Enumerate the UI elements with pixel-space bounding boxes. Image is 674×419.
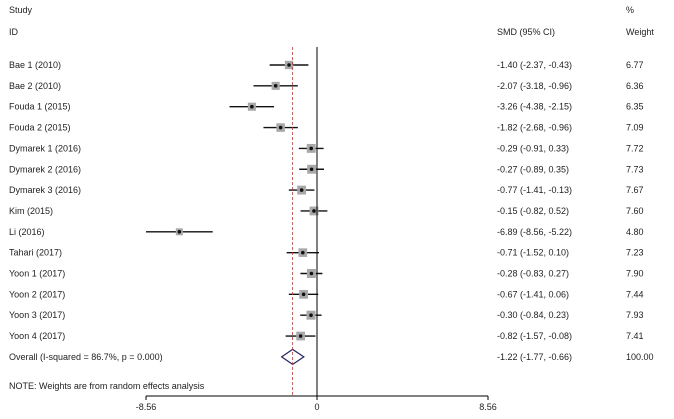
study-label: Yoon 2 (2017) bbox=[9, 289, 65, 299]
study-ci-text: -0.28 (-0.83, 0.27) bbox=[497, 269, 569, 279]
overall-diamond bbox=[280, 348, 305, 366]
study-weight: 7.72 bbox=[626, 143, 644, 153]
study-point bbox=[298, 334, 303, 338]
x-tick-label: 8.56 bbox=[479, 402, 497, 412]
study-label: Dymarek 3 (2016) bbox=[9, 185, 81, 195]
study-point bbox=[273, 84, 278, 88]
study-weight: 6.36 bbox=[626, 81, 644, 91]
study-label: Yoon 1 (2017) bbox=[9, 269, 65, 279]
x-tick-label: -8.56 bbox=[136, 402, 157, 412]
overall-label: Overall (I-squared = 86.7%, p = 0.000) bbox=[9, 352, 163, 362]
study-point bbox=[312, 209, 316, 213]
study-rows: Bae 1 (2010) -1.40 (-2.37, -0.43) 6.77Bae … bbox=[9, 60, 644, 341]
header-percent: % bbox=[626, 5, 634, 15]
study-point bbox=[287, 63, 291, 67]
study-label: Dymarek 2 (2016) bbox=[9, 164, 81, 174]
study-point bbox=[309, 167, 314, 172]
study-point bbox=[250, 104, 254, 109]
study-weight: 6.35 bbox=[626, 102, 644, 112]
study-point bbox=[309, 313, 313, 318]
study-weight: 6.77 bbox=[626, 60, 644, 70]
study-row: Bae 2 (2010) -2.07 (-3.18, -0.96) 6.36 bbox=[9, 81, 644, 91]
study-row: Dymarek 1 (2016) -0.29 (-0.91, 0.33) 7.72 bbox=[9, 143, 644, 153]
overall-weight: 100.00 bbox=[626, 352, 654, 362]
study-ci-text: -0.27 (-0.89, 0.35) bbox=[497, 164, 569, 174]
study-row: Yoon 1 (2017) -0.28 (-0.83, 0.27) 7.90 bbox=[9, 269, 644, 279]
x-axis: -8.56 0 8.56 bbox=[136, 395, 497, 412]
study-row: Yoon 3 (2017) -0.30 (-0.84, 0.23) 7.93 bbox=[9, 310, 644, 320]
study-row: Fouda 2 (2015) -1.82 (-2.68, -0.96) 7.09 bbox=[9, 123, 644, 133]
study-weight: 7.41 bbox=[626, 331, 644, 341]
study-row: Bae 1 (2010) -1.40 (-2.37, -0.43) 6.77 bbox=[9, 60, 644, 70]
headers: Study ID SMD (95% CI) % Weight bbox=[9, 5, 654, 37]
study-label: Fouda 1 (2015) bbox=[9, 102, 71, 112]
study-row: Fouda 1 (2015) -3.26 (-4.38, -2.15) 6.35 bbox=[9, 102, 644, 112]
study-row: Yoon 4 (2017) -0.82 (-1.57, -0.08) 7.41 bbox=[9, 331, 644, 341]
study-weight: 7.73 bbox=[626, 164, 644, 174]
study-row: Yoon 2 (2017) -0.67 (-1.41, 0.06) 7.44 bbox=[9, 289, 644, 299]
study-ci-text: -0.82 (-1.57, -0.08) bbox=[497, 331, 572, 341]
study-row: Dymarek 2 (2016) -0.27 (-0.89, 0.35) 7.73 bbox=[9, 164, 644, 174]
study-row: Tahari (2017) -0.71 (-1.52, 0.10) 7.23 bbox=[9, 248, 644, 258]
study-ci-text: -3.26 (-4.38, -2.15) bbox=[497, 102, 572, 112]
study-ci-text: -2.07 (-3.18, -0.96) bbox=[497, 81, 572, 91]
study-point bbox=[177, 230, 182, 234]
study-ci-text: -0.29 (-0.91, 0.33) bbox=[497, 143, 569, 153]
header-id: ID bbox=[9, 27, 19, 37]
study-label: Bae 2 (2010) bbox=[9, 81, 61, 91]
study-label: Fouda 2 (2015) bbox=[9, 123, 71, 133]
study-label: Yoon 4 (2017) bbox=[9, 331, 65, 341]
study-weight: 4.80 bbox=[626, 227, 644, 237]
header-effect: SMD (95% CI) bbox=[497, 27, 555, 37]
study-label: Tahari (2017) bbox=[9, 248, 62, 258]
study-weight: 7.23 bbox=[626, 248, 644, 258]
overall-ci-text: -1.22 (-1.77, -0.66) bbox=[497, 352, 572, 362]
x-tick-label: 0 bbox=[314, 402, 319, 412]
study-ci-text: -0.67 (-1.41, 0.06) bbox=[497, 289, 569, 299]
study-label: Kim (2015) bbox=[9, 206, 53, 216]
study-weight: 7.90 bbox=[626, 269, 644, 279]
study-ci-text: -6.89 (-8.56, -5.22) bbox=[497, 227, 572, 237]
study-weight: 7.67 bbox=[626, 185, 644, 195]
study-weight: 7.60 bbox=[626, 206, 644, 216]
study-point bbox=[309, 271, 314, 276]
study-label: Dymarek 1 (2016) bbox=[9, 143, 81, 153]
study-weight: 7.09 bbox=[626, 123, 644, 133]
study-point bbox=[301, 292, 306, 297]
study-ci-text: -1.82 (-2.68, -0.96) bbox=[497, 123, 572, 133]
study-point bbox=[309, 146, 314, 151]
study-label: Li (2016) bbox=[9, 227, 45, 237]
study-point bbox=[278, 125, 283, 130]
study-row: Li (2016) -6.89 (-8.56, -5.22) 4.80 bbox=[9, 227, 644, 237]
study-weight: 7.44 bbox=[626, 289, 644, 299]
study-point bbox=[299, 188, 304, 192]
study-label: Yoon 3 (2017) bbox=[9, 310, 65, 320]
study-row: Dymarek 3 (2016) -0.77 (-1.41, -0.13) 7.67 bbox=[9, 185, 644, 195]
study-weight: 7.93 bbox=[626, 310, 644, 320]
header-weight: Weight bbox=[626, 27, 654, 37]
study-ci-text: -0.15 (-0.82, 0.52) bbox=[497, 206, 569, 216]
study-ci-text: -1.40 (-2.37, -0.43) bbox=[497, 60, 572, 70]
study-point bbox=[301, 250, 305, 255]
note-text: NOTE: Weights are from random effects an… bbox=[9, 381, 205, 391]
study-row: Kim (2015) -0.15 (-0.82, 0.52) 7.60 bbox=[9, 206, 644, 216]
study-ci-text: -0.30 (-0.84, 0.23) bbox=[497, 310, 569, 320]
study-ci-text: -0.77 (-1.41, -0.13) bbox=[497, 185, 572, 195]
header-study: Study bbox=[9, 5, 33, 15]
study-label: Bae 1 (2010) bbox=[9, 60, 61, 70]
overall-row: Overall (I-squared = 86.7%, p = 0.000) -1… bbox=[9, 348, 654, 366]
study-ci-text: -0.71 (-1.52, 0.10) bbox=[497, 248, 569, 258]
